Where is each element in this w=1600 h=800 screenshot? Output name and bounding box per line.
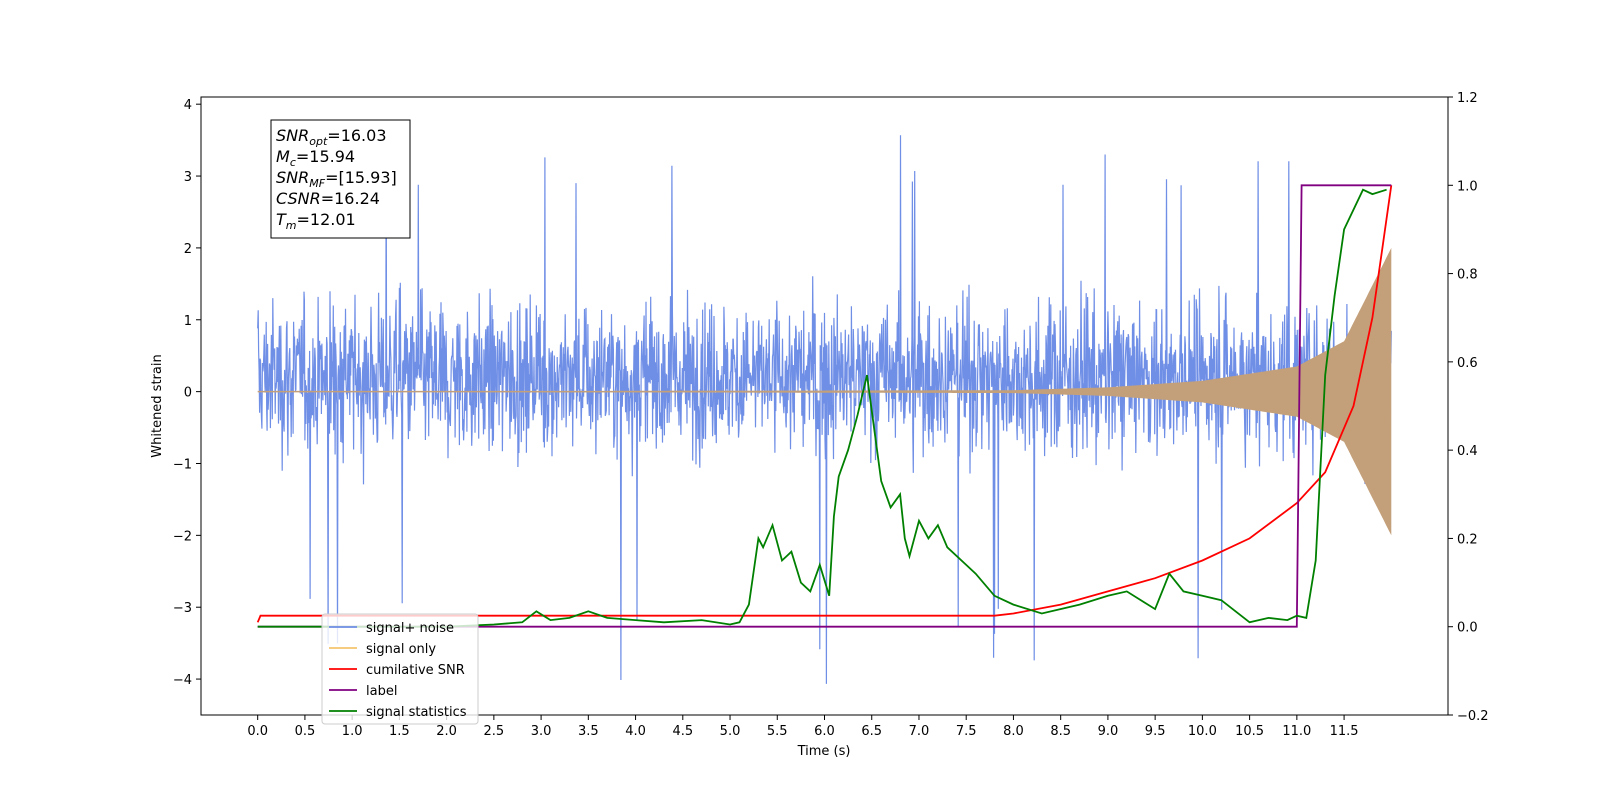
y-tick-label: −3 [173,601,192,616]
y-tick-label: 1 [184,314,192,329]
label-line [257,184,1392,628]
legend-box [321,613,479,725]
annotation-line: SNRopt=16.03 [276,126,387,148]
x-tick-label: 9.0 [1098,724,1119,739]
y-tick-label: 4 [184,98,192,113]
y-tick-label: −1 [173,457,192,472]
y2-tick-label: 0.0 [1457,621,1478,636]
x-tick-label: 4.5 [672,724,693,739]
x-tick-label: 5.0 [720,724,741,739]
x-tick-label: 11.0 [1282,724,1311,739]
y-axis-label: Whitened strain [150,354,165,457]
series-signal-noise [257,133,1392,684]
signal-statistics-line [257,188,1387,628]
y2-axis-ticks: 1.2 1.0 0.8 0.6 0.4 0.2 0.0 −0.2 [1448,91,1489,724]
legend-label: signal statistics [366,705,467,720]
y2-tick-label: 0.2 [1457,532,1478,547]
x-tick-label: 5.5 [767,724,788,739]
series-signal-only [257,247,1392,536]
legend-label: signal only [366,642,436,657]
x-tick-label: 8.0 [1003,724,1024,739]
x-tick-label: 9.5 [1145,724,1166,739]
x-tick-label: 1.5 [389,724,410,739]
y-tick-label: 2 [184,242,192,257]
x-tick-label: 10.0 [1188,724,1217,739]
y2-tick-label: 1.0 [1457,179,1478,194]
legend-label: cumilative SNR [366,663,465,678]
legend: signal+ noise signal only cumilative SNR la… [321,613,479,725]
right-axis-series [256,184,1393,628]
legend-label: label [366,684,397,699]
x-tick-label: 11.5 [1330,724,1359,739]
x-tick-label: 10.5 [1235,724,1264,739]
y-tick-label: −2 [173,529,192,544]
y-tick-label: 3 [184,170,192,185]
x-tick-label: 3.5 [578,724,599,739]
metrics-annotation: SNRopt=16.03Mc=15.94SNRMF=[15.93]CSNR=16… [270,119,411,239]
x-tick-label: 4.0 [625,724,646,739]
x-tick-label: 0.5 [295,724,316,739]
x-tick-label: 6.5 [861,724,882,739]
x-tick-label: 2.0 [436,724,457,739]
x-tick-label: 3.0 [531,724,552,739]
x-tick-label: 7.0 [909,724,930,739]
x-tick-label: 6.0 [814,724,835,739]
x-tick-label: 0.0 [247,724,268,739]
annotation-box [270,119,411,239]
y2-tick-label: 1.2 [1457,91,1478,106]
x-tick-label: 8.5 [1050,724,1071,739]
x-tick-label: 7.5 [956,724,977,739]
x-axis-label: Time (s) [797,744,851,759]
signal-noise-line [257,133,1392,684]
cumulative-snr-line [256,185,1393,623]
annotation-line: CSNR=16.24 [276,189,380,208]
y-axis-ticks: 4 3 2 1 0 −1 −2 −3 −4 [173,98,201,688]
y-tick-label: −4 [173,673,192,688]
y2-tick-label: 0.8 [1457,268,1478,283]
y2-tick-label: 0.4 [1457,444,1478,459]
y2-tick-label: 0.6 [1457,356,1478,371]
annotation-line: Tm=12.01 [276,210,356,232]
y2-tick-label: −0.2 [1457,709,1489,724]
x-tick-label: 2.5 [484,724,505,739]
x-axis-ticks: 0.0 0.5 1.0 1.5 2.0 2.5 3.0 3.5 4.0 4.5 5.0 5.5 6.0 6… [247,715,1359,739]
y-tick-label: 0 [184,386,192,401]
annotation-line: SNRMF=[15.93] [276,168,397,190]
annotation-line: Mc=15.94 [276,147,355,169]
x-tick-label: 1.0 [342,724,363,739]
legend-label: signal+ noise [366,621,454,636]
